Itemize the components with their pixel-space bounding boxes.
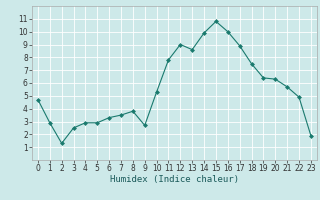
X-axis label: Humidex (Indice chaleur): Humidex (Indice chaleur)	[110, 175, 239, 184]
